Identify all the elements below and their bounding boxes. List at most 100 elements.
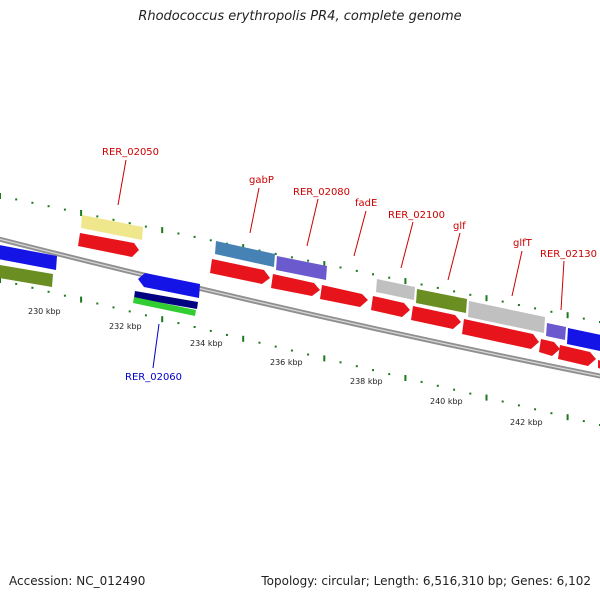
gene-feature-rer02050[interactable]	[81, 215, 143, 240]
tick-label-232kbp: 232 kbp	[109, 322, 142, 331]
top-track-minor-tick	[436, 286, 439, 289]
gene-label-rer02100[interactable]: RER_02100	[388, 210, 445, 221]
top-track-minor-tick	[372, 273, 374, 276]
gene-feature-red-4[interactable]	[371, 296, 410, 317]
top-track-minor-tick	[453, 290, 456, 293]
top-track-minor-tick	[517, 304, 520, 306]
bottom-track-minor-tick	[582, 420, 585, 423]
bottom-track-minor-tick	[307, 353, 310, 356]
bottom-track-minor-tick	[96, 302, 99, 305]
top-track-major-tick	[80, 210, 83, 216]
top-track-minor-tick	[582, 317, 585, 320]
top-track-minor-tick	[47, 205, 50, 208]
gene-feature-blue-left[interactable]	[0, 244, 57, 270]
bottom-track-minor-tick	[388, 373, 391, 376]
gene-feature-rer02100[interactable]	[376, 279, 415, 300]
gene-feature-red-8[interactable]	[558, 345, 596, 366]
bottom-track-minor-tick	[517, 404, 520, 407]
top-track-minor-tick	[469, 293, 472, 296]
top-track-minor-tick	[128, 222, 131, 225]
bottom-track-minor-tick	[193, 326, 196, 328]
top-track-minor-tick	[31, 201, 34, 204]
bottom-track-major-tick	[404, 375, 407, 381]
bottom-track-minor-tick	[177, 322, 180, 325]
gene-feature-red-1[interactable]	[78, 233, 139, 257]
top-track-minor-tick	[177, 232, 180, 235]
tick-label-230kbp: 230 kbp	[28, 307, 61, 316]
bottom-track-minor-tick	[501, 400, 504, 403]
backbone-line	[0, 236, 600, 379]
top-track-minor-tick	[209, 239, 212, 242]
bottom-track-minor-tick	[226, 333, 228, 336]
gene-label-fade[interactable]: fadE	[355, 198, 377, 209]
label-leaders	[117, 159, 565, 369]
gene-feature-red-2[interactable]	[210, 259, 270, 284]
gene-feature-blue-right[interactable]	[567, 328, 600, 352]
bottom-track-minor-tick	[274, 345, 277, 348]
bottom-track-minor-tick	[209, 329, 212, 332]
bottom-track-minor-tick	[372, 369, 374, 372]
top-track-minor-tick	[63, 208, 66, 211]
gene-feature-glft[interactable]	[468, 301, 545, 333]
gene-feature-rer02080[interactable]	[276, 256, 327, 280]
bottom-track-minor-tick	[355, 365, 358, 368]
gene-feature-red-7[interactable]	[539, 339, 560, 356]
top-track-minor-tick	[274, 252, 277, 255]
gene-label-rer02130[interactable]: RER_02130	[540, 249, 597, 260]
bottom-track-major-tick	[0, 277, 1, 283]
bottom-track-minor-tick	[31, 286, 34, 289]
bottom-track-minor-tick	[339, 361, 342, 364]
top-track-major-tick	[323, 261, 326, 268]
top-track-minor-tick	[388, 276, 391, 279]
gene-feature-fade[interactable]	[320, 285, 368, 307]
top-track-major-tick	[0, 193, 1, 199]
bottom-track-major-tick	[80, 296, 83, 303]
gene-feature-red-5[interactable]	[411, 306, 461, 329]
gene-feature-rer02130[interactable]	[546, 323, 566, 340]
top-track-minor-tick	[96, 215, 99, 218]
top-track-minor-tick	[501, 300, 504, 303]
gene-label-glf[interactable]: glf	[453, 221, 466, 232]
tick-label-240kbp: 240 kbp	[430, 397, 463, 406]
gene-feature-rer02060-navy[interactable]	[134, 291, 198, 309]
gene-label-rer02080[interactable]: RER_02080	[293, 187, 350, 198]
bottom-track-major-tick	[161, 316, 164, 323]
top-track-minor-tick	[307, 259, 310, 262]
top-track-major-tick	[485, 295, 488, 302]
top-track-minor-tick	[193, 235, 196, 238]
top-track-minor-tick	[144, 225, 147, 228]
gene-feature-red-3[interactable]	[271, 274, 320, 296]
bottom-track-minor-tick	[534, 408, 537, 411]
gene-feature-red-6[interactable]	[462, 319, 539, 349]
gene-label-gabp[interactable]: gabP	[249, 175, 274, 186]
gene-feature-rer02060-green[interactable]	[133, 297, 196, 316]
backbone-highlight	[0, 238, 600, 377]
bottom-track-minor-tick	[469, 392, 472, 395]
bottom-track-minor-tick	[436, 384, 439, 387]
gene-feature-glf[interactable]	[416, 289, 467, 313]
gene-features	[0, 215, 600, 369]
gene-feature-gabp[interactable]	[215, 241, 275, 267]
bottom-track-major-tick	[485, 394, 488, 401]
top-track-major-tick	[161, 227, 164, 234]
top-track-minor-tick	[355, 269, 358, 272]
top-track-minor-tick	[339, 266, 342, 269]
top-track-minor-tick	[258, 249, 261, 252]
bottom-track-major-tick	[323, 355, 326, 362]
top-track-minor-tick	[550, 310, 553, 313]
gene-feature-rer02060-top[interactable]	[138, 273, 200, 298]
bottom-track-minor-tick	[144, 314, 147, 317]
gene-label-rer02050[interactable]: RER_02050	[102, 147, 159, 158]
top-track-major-tick	[404, 278, 407, 285]
gene-feature-olive-left[interactable]	[0, 264, 53, 287]
bottom-track-minor-tick	[453, 388, 456, 391]
gene-label-rer02060[interactable]: RER_02060	[125, 372, 182, 383]
bottom-track-minor-tick	[258, 341, 261, 344]
map-title: Rhodococcus erythropolis PR4, complete g…	[138, 9, 462, 24]
gene-label-glft[interactable]: glfT	[513, 238, 533, 249]
bottom-track-major-tick	[242, 335, 245, 342]
tick-label-234kbp: 234 kbp	[190, 339, 223, 348]
genome-summary-text: Topology: circular; Length: 6,516,310 bp…	[261, 574, 591, 588]
